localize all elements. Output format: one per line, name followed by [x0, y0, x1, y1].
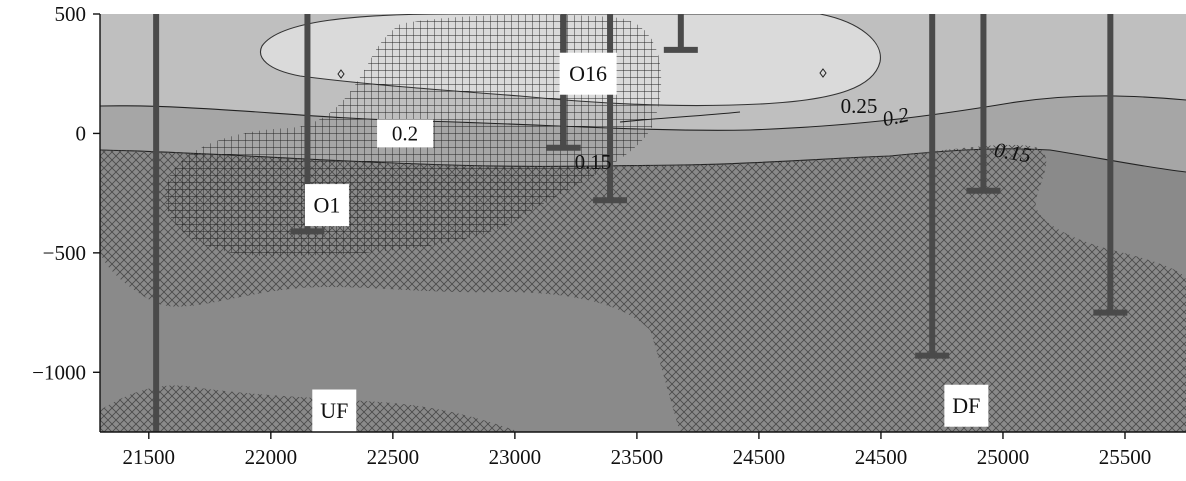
zone-label-box	[312, 389, 357, 432]
x-tick-label: 22500	[367, 445, 420, 469]
plot-area	[100, 14, 1186, 432]
x-tick-label: 23000	[489, 445, 542, 469]
contour-line-020	[100, 95, 1186, 131]
contour-label-0-25: 0.25	[841, 94, 878, 118]
y-tick-label: 500	[55, 2, 87, 26]
x-tick-label: 25500	[1099, 445, 1152, 469]
x-tick-label: 23500	[611, 445, 664, 469]
point-marker	[819, 68, 827, 78]
hatch-zone-uf	[100, 385, 520, 432]
contour-label-group: 0.2	[880, 102, 911, 131]
contour-label-0-2: 0.2	[392, 121, 418, 145]
point-marker	[337, 69, 345, 79]
wells	[153, 14, 1128, 432]
contour-label-0-2: 0.2	[880, 102, 911, 131]
y-tick-label: 0	[76, 121, 87, 145]
contour-label-group: 0.2	[377, 119, 434, 148]
y-tick-label: −500	[43, 241, 86, 265]
zone-label-df: DF	[952, 393, 980, 418]
zone-label-box	[944, 384, 989, 427]
x-tick-label: 22000	[245, 445, 298, 469]
x-tick-label: 21500	[123, 445, 176, 469]
contour-label-group: 0.25	[841, 94, 878, 118]
x-tick-label: 25000	[977, 445, 1030, 469]
x-tick-label: 24500	[733, 445, 786, 469]
zone-label-box	[304, 184, 349, 227]
zone-label-box	[559, 52, 617, 95]
y-tick-label: −1000	[32, 360, 86, 384]
zone-label-uf: UF	[320, 398, 348, 423]
x-tick-label: 24500	[855, 445, 908, 469]
contour-label-group: 0.15	[575, 150, 612, 174]
contour-label-0-15: 0.15	[575, 150, 612, 174]
zone-label-o1: O1	[314, 193, 341, 218]
axes: 21500 22000 22500 23000 23500 24500 24500 25000…	[32, 2, 1186, 469]
zone-label-o16: O16	[569, 61, 607, 86]
contour-label-box	[377, 119, 434, 148]
